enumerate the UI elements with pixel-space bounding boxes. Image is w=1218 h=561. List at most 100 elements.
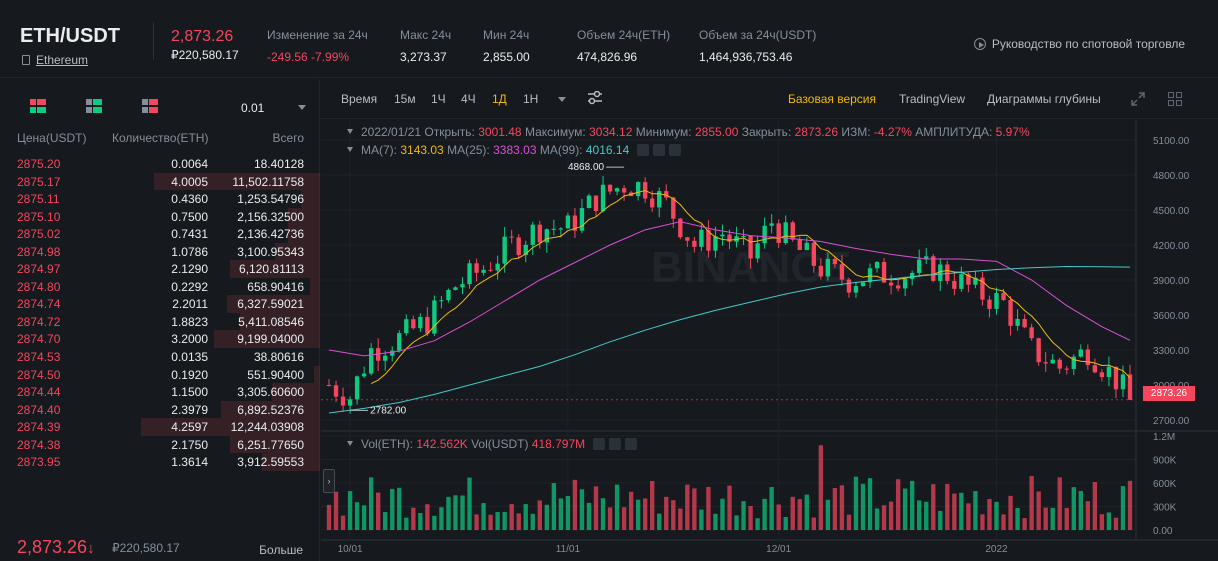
ask-row[interactable]: 2874.80 0.2292 658.90416 [0, 277, 320, 296]
candle-body [846, 279, 852, 293]
volume-bar [917, 500, 922, 530]
precision-select[interactable]: 0.01 [241, 101, 265, 115]
volume-bar [678, 508, 683, 530]
price-tick-label: 2700.00 [1153, 416, 1190, 427]
volume-tick-label: 0.00 [1153, 526, 1173, 537]
ask-price: 2874.97 [17, 262, 61, 277]
chevron-down-icon[interactable] [298, 105, 306, 110]
volume-bar [326, 504, 332, 530]
volume-bar [628, 491, 634, 530]
candle-body [1050, 359, 1055, 364]
volume-bar [846, 514, 852, 530]
volume-bar [1022, 518, 1027, 530]
candle-body [804, 242, 809, 250]
eye-icon[interactable] [636, 144, 649, 156]
ask-qty: 1.0786 [171, 244, 208, 259]
volume-bar [1050, 507, 1055, 530]
gear-icon[interactable] [608, 438, 621, 450]
change-label: ИЗМ: [841, 125, 871, 139]
ask-row[interactable]: 2874.72 1.8823 5,411.08546 [0, 312, 320, 331]
volume-bar [1078, 490, 1083, 530]
ask-row[interactable]: 2875.20 0.0064 18.40128 [0, 155, 320, 173]
tf-4h[interactable]: 4Ч [461, 92, 476, 106]
time-tick-label: 12/01 [766, 544, 791, 555]
gear-icon[interactable] [652, 144, 665, 156]
last-price-value: 2,873.26 [17, 537, 88, 557]
volume-bar [769, 487, 774, 530]
tf-1d[interactable]: 1Д [492, 92, 507, 106]
volume-bar [397, 487, 402, 530]
current-price-tag: 2873.26 [1143, 386, 1195, 401]
volume-bar [1008, 495, 1013, 530]
ma99-line [328, 265, 1131, 414]
asks-only-mode-icon[interactable] [142, 99, 158, 113]
spot-guide-link[interactable]: Руководство по спотовой торговле [973, 37, 1185, 51]
ask-row[interactable]: 2874.39 4.2597 12,244.03908 [0, 418, 320, 436]
volume-bar [762, 498, 767, 530]
layout-grid-icon[interactable] [1167, 91, 1183, 107]
expand-icon[interactable] [1130, 91, 1146, 107]
ask-row[interactable]: 2874.97 2.1290 6,120.81113 [0, 260, 320, 278]
high-label: Максимум: [524, 125, 586, 139]
pair-symbol[interactable]: ETH/USDT [20, 25, 120, 47]
volume-bar [657, 513, 662, 530]
settings-sliders-icon[interactable] [587, 91, 603, 105]
volume-bar [713, 513, 718, 530]
view-tradingview[interactable]: TradingView [899, 92, 966, 106]
volume-bar [832, 488, 838, 530]
ask-row[interactable]: 2875.11 0.4360 1,253.54796 [0, 190, 320, 208]
ask-row[interactable]: 2874.70 3.2000 9,199.04000 [0, 330, 320, 349]
amplitude-label: АМПЛИТУДА: [915, 125, 993, 139]
collapse-triangle-icon[interactable] [347, 147, 353, 152]
ask-row[interactable]: 2874.74 2.2011 6,327.59021 [0, 295, 320, 313]
candle-body [699, 229, 704, 247]
ask-price: 2874.40 [17, 402, 61, 417]
eye-icon[interactable] [592, 438, 605, 450]
depth-bar [214, 330, 320, 349]
volume-bar [418, 512, 423, 530]
volume-bar [699, 509, 704, 530]
more-link[interactable]: Больше [259, 543, 303, 557]
vol-usdt-label: Vol(USDT) [471, 437, 529, 451]
volume-tick-label: 600K [1153, 479, 1177, 490]
candle-body [671, 197, 676, 219]
tf-1h[interactable]: 1Ч [431, 92, 446, 106]
close-icon[interactable] [624, 438, 637, 450]
ask-row[interactable]: 2874.98 1.0786 3,100.95343 [0, 242, 320, 261]
candle-body [1085, 349, 1091, 366]
candlestick-chart[interactable]: 5100.00 4800.00 4500.00 4200.00 3900.00 3600.… [321, 120, 1218, 561]
coin-name-link[interactable]: Ethereum [36, 53, 89, 67]
volume-bar [551, 483, 557, 530]
chevron-down-icon[interactable] [558, 97, 566, 102]
ask-row[interactable]: 2875.17 4.0005 11,502.11758 [0, 172, 320, 191]
collapse-triangle-icon[interactable] [347, 441, 353, 446]
candle-body [1022, 318, 1027, 328]
view-basic[interactable]: Базовая версия [788, 92, 876, 106]
ask-row[interactable]: 2874.44 1.1500 3,305.60600 [0, 383, 320, 401]
order-book-header: Цена(USDT) Количество(ETH) Всего [0, 131, 320, 147]
collapse-panel-button[interactable]: › [323, 469, 335, 493]
depth-bar [272, 383, 320, 401]
volume-bar [635, 499, 641, 530]
ask-row[interactable]: 2874.40 2.3979 6,892.52376 [0, 400, 320, 419]
tf-time[interactable]: Время [341, 92, 378, 106]
candle-body [397, 333, 402, 351]
tf-1w[interactable]: 1Н [523, 92, 539, 106]
ask-row[interactable]: 2875.10 0.7500 2,156.32500 [0, 207, 320, 226]
ask-row[interactable]: 2874.50 0.1920 551.90400 [0, 365, 320, 384]
close-icon[interactable] [668, 144, 681, 156]
volume-bar [973, 491, 978, 530]
ask-row[interactable]: 2874.53 0.0135 38.80616 [0, 348, 320, 366]
ask-row[interactable]: 2874.38 2.1750 6,251.77650 [0, 435, 320, 454]
volume-bar [509, 504, 514, 530]
tf-15m[interactable]: 15м [394, 92, 416, 106]
ask-row[interactable]: 2875.02 0.7431 2,136.42736 [0, 225, 320, 243]
collapse-triangle-icon[interactable] [347, 129, 353, 134]
ask-row[interactable]: 2873.95 1.3614 3,912.59553 [0, 453, 320, 471]
bids-only-mode-icon[interactable] [86, 99, 102, 113]
candle-body [895, 285, 901, 289]
view-depth[interactable]: Диаграммы глубины [987, 92, 1101, 106]
candle-body [544, 229, 549, 243]
both-sides-mode-icon[interactable] [30, 99, 46, 113]
depth-bar [153, 172, 320, 191]
